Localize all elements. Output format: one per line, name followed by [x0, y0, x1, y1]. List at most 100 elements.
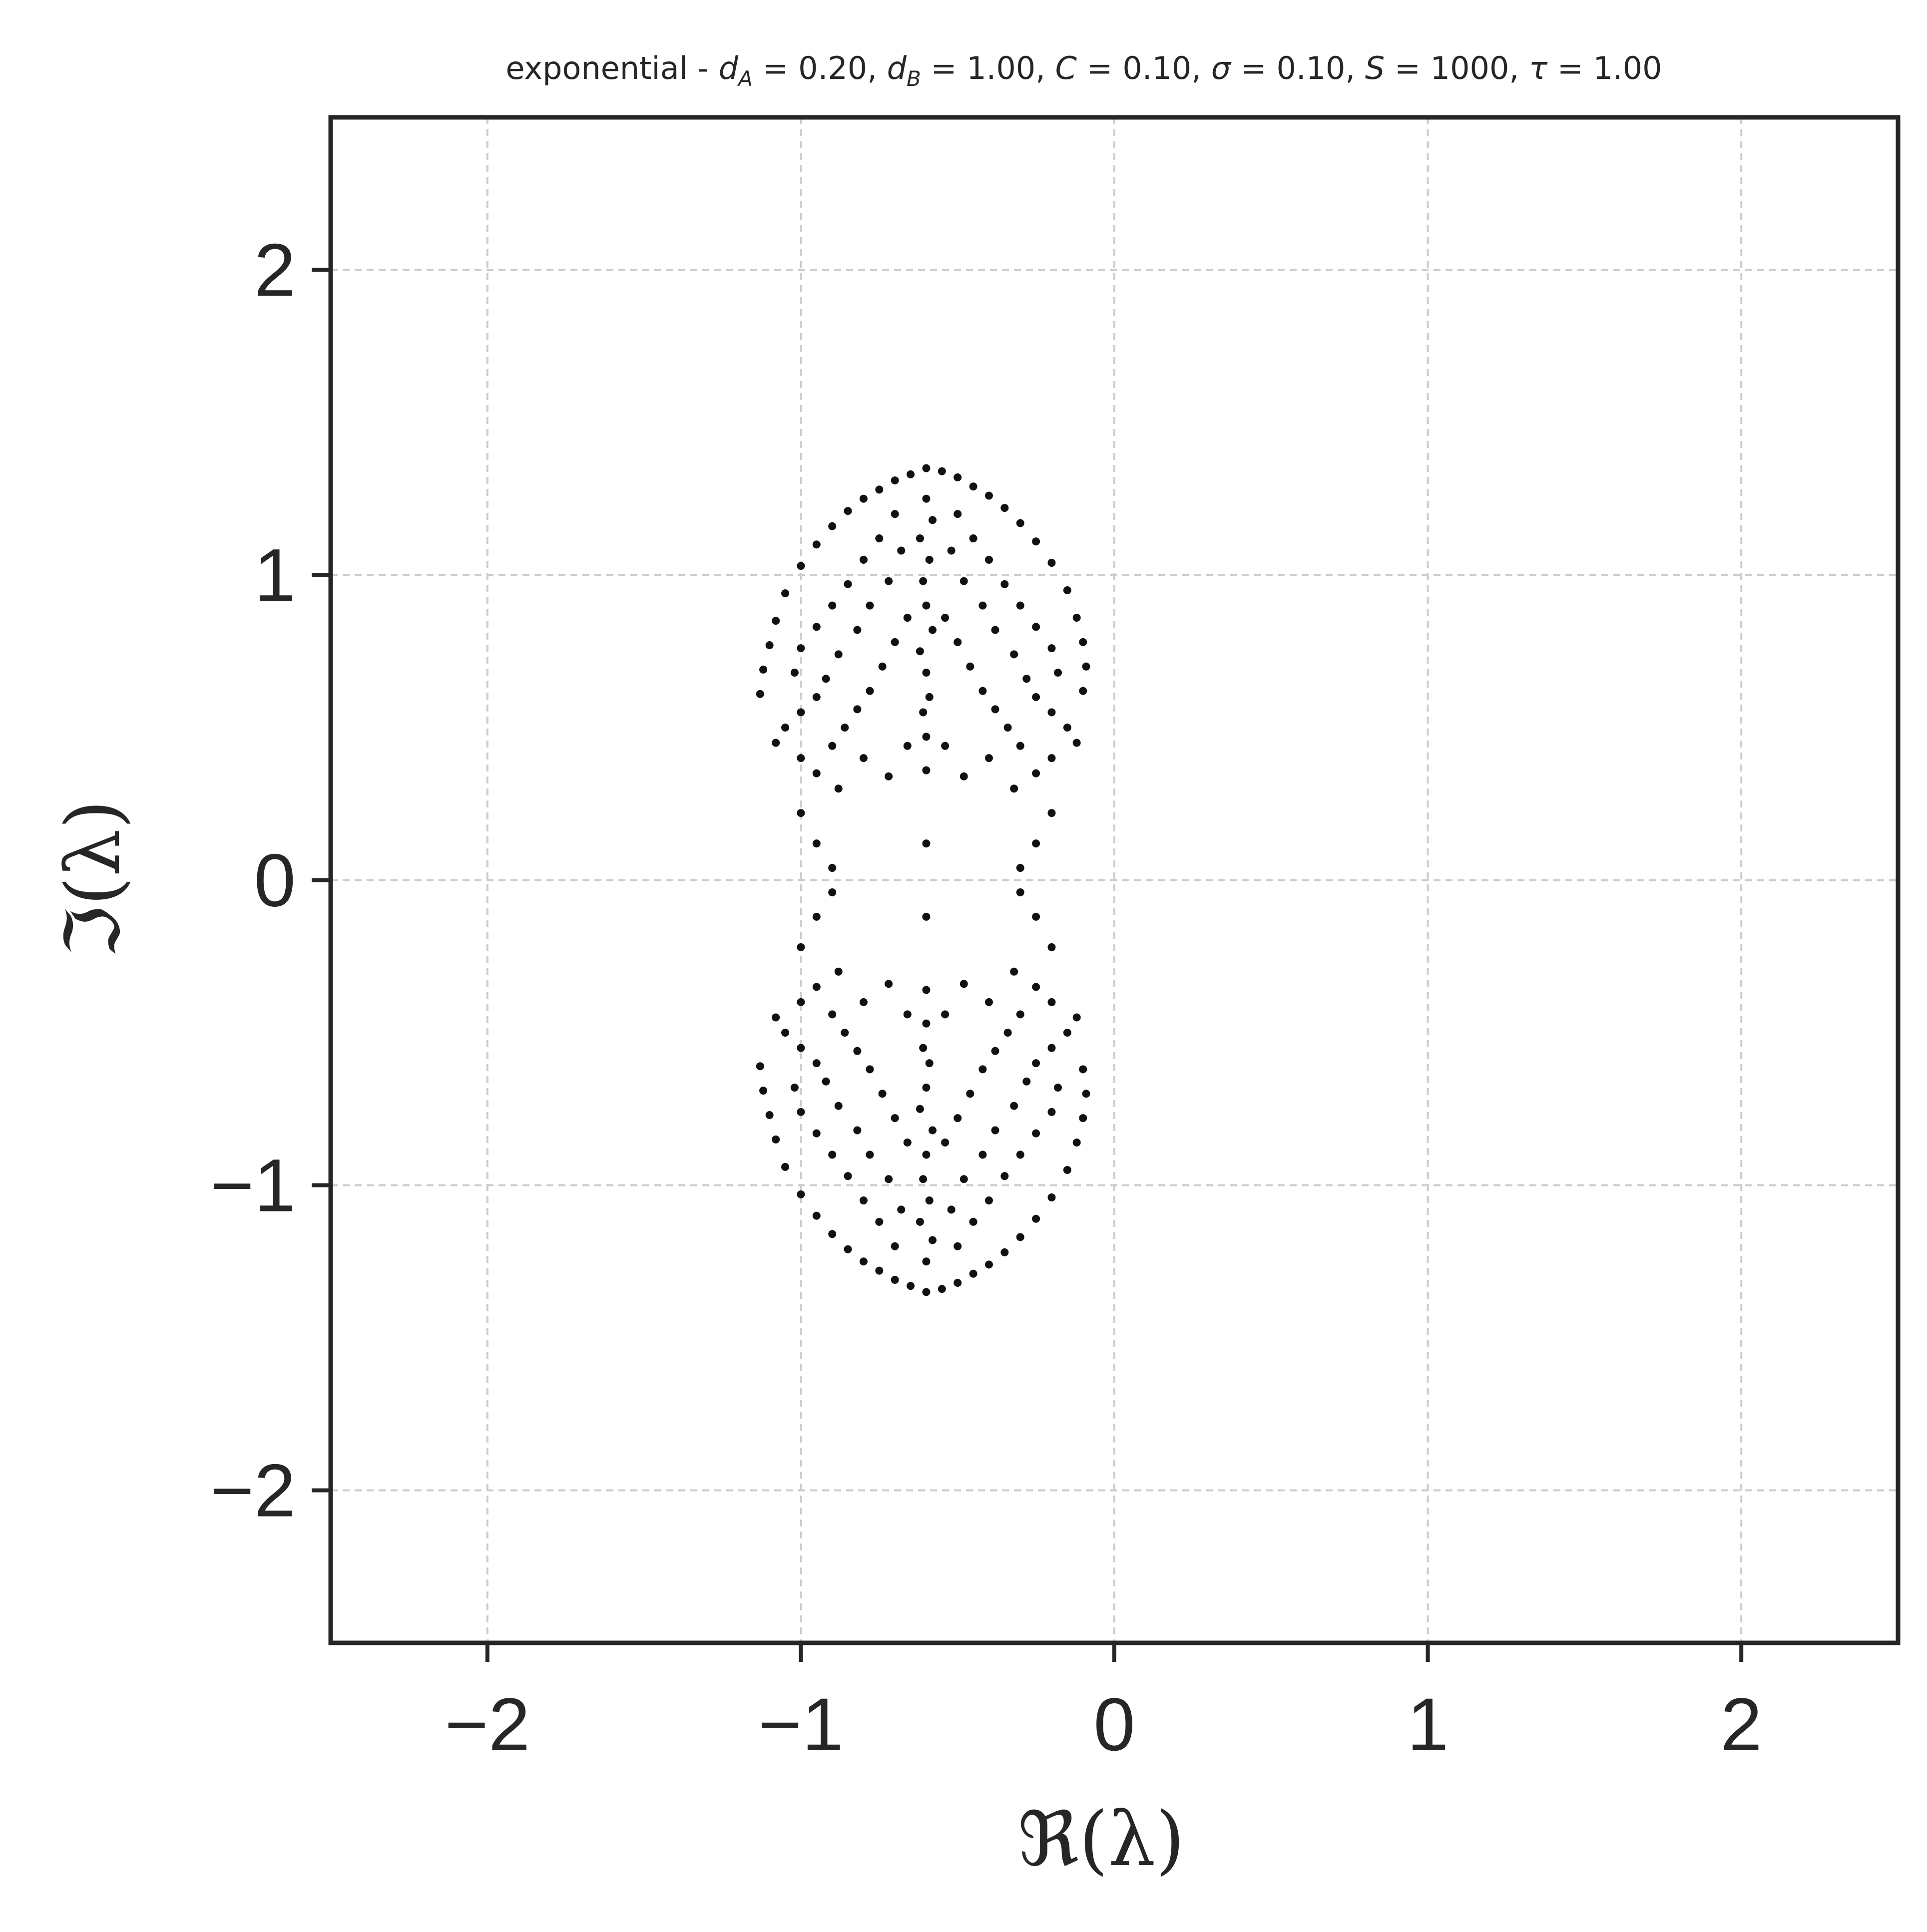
scatter-point: [922, 1151, 931, 1159]
scatter-point: [1032, 1129, 1040, 1138]
scatter-point: [797, 998, 805, 1006]
scatter-point: [812, 693, 821, 701]
scatter-point: [991, 1126, 999, 1135]
y-tick-label: −1: [210, 1144, 296, 1227]
x-tick-label: −1: [758, 1682, 844, 1766]
scatter-point: [859, 494, 868, 503]
scatter-point: [922, 601, 931, 610]
scatter-point: [925, 693, 934, 701]
scatter-point: [922, 1083, 931, 1092]
scatter-point: [922, 839, 931, 848]
scatter-point: [875, 1266, 884, 1275]
grid-lines: [331, 117, 1898, 1643]
scatter-point: [991, 1047, 999, 1055]
scatter-point: [903, 1010, 912, 1019]
x-tick-label: 2: [1720, 1682, 1762, 1766]
scatter-point: [866, 687, 874, 695]
scatter-point: [907, 1282, 915, 1290]
scatter-point: [922, 1257, 931, 1266]
scatter-point: [812, 983, 821, 991]
y-tick-label: 2: [254, 228, 296, 312]
scatter-point: [1016, 864, 1024, 872]
scatter-point: [781, 724, 790, 732]
scatter-point: [897, 1205, 906, 1214]
scatter-point: [828, 864, 837, 872]
scatter-point: [859, 998, 868, 1006]
scatter-point: [891, 1114, 899, 1123]
scatter-point: [1047, 1193, 1056, 1201]
scatter-point: [891, 510, 899, 518]
scatter-point: [1032, 839, 1040, 848]
scatter-point: [984, 555, 993, 564]
scatter-point: [859, 754, 868, 763]
scatter-point: [960, 1175, 968, 1183]
scatter-point: [759, 665, 768, 674]
scatter-point: [922, 912, 931, 921]
scatter-point: [812, 1211, 821, 1220]
scatter-point: [1054, 669, 1062, 677]
scatter-point: [797, 562, 805, 570]
scatter-point: [1047, 1044, 1056, 1052]
scatter-point: [960, 577, 968, 585]
scatter-point: [1000, 580, 1009, 588]
scatter-point: [925, 555, 934, 564]
scatter-point: [853, 626, 862, 634]
y-tick-label: −2: [210, 1449, 296, 1533]
scatter-point: [903, 614, 912, 622]
scatter-point: [1072, 614, 1081, 622]
scatter-point: [834, 1102, 843, 1110]
scatter-point: [960, 772, 968, 780]
scatter-point: [853, 705, 862, 714]
scatter-point: [1047, 644, 1056, 653]
scatter-point: [954, 510, 962, 518]
scatter-point: [797, 809, 805, 817]
scatter-point: [781, 1029, 790, 1037]
y-tick-label: 0: [254, 838, 296, 922]
x-tick-label: 0: [1093, 1682, 1135, 1766]
scatter-point: [947, 546, 956, 555]
scatter-point: [1079, 687, 1087, 695]
scatter-point: [1079, 638, 1087, 646]
scatter-point: [922, 494, 931, 503]
scatter-point: [1079, 1065, 1087, 1074]
scatter-point: [903, 742, 912, 750]
scatter-point: [916, 647, 924, 656]
scatter-point: [859, 555, 868, 564]
scatter-point: [916, 1105, 924, 1113]
scatter-point: [1079, 1114, 1087, 1123]
scatter-point: [828, 1230, 837, 1238]
scatter-point: [1010, 650, 1018, 659]
scatter-point: [1016, 601, 1024, 610]
scatter-point: [859, 1196, 868, 1205]
scatter-point: [1063, 1165, 1071, 1174]
scatter-point: [916, 1217, 924, 1226]
scatter-point: [891, 1275, 899, 1284]
scatter-point: [756, 690, 764, 698]
scatter-point: [1047, 998, 1056, 1006]
scatter-point: [928, 516, 937, 524]
scatter-point: [897, 546, 906, 555]
scatter-point: [1032, 1214, 1040, 1223]
scatter-point: [1016, 519, 1024, 527]
scatter-point: [1032, 1059, 1040, 1068]
scatter-point: [891, 476, 899, 485]
scatter-point: [790, 669, 799, 677]
scatter-point: [941, 1010, 950, 1019]
scatter-point: [966, 662, 974, 671]
scatter-point: [885, 980, 893, 988]
scatter-point: [875, 1217, 884, 1226]
scatter-point: [1032, 693, 1040, 701]
scatter-point: [954, 1114, 962, 1123]
scatter-point: [1016, 742, 1024, 750]
scatter-point: [1003, 1029, 1012, 1037]
scatter-point: [1047, 809, 1056, 817]
scatter-point: [922, 1019, 931, 1028]
scatter-point: [978, 1065, 987, 1074]
scatter-point: [1000, 1172, 1009, 1180]
scatter-point: [1016, 1010, 1024, 1019]
scatter-point: [938, 1285, 946, 1293]
scatter-point: [954, 1279, 962, 1287]
scatter-point: [844, 1245, 852, 1253]
scatter-point: [1032, 912, 1040, 921]
scatter-point: [828, 742, 837, 750]
